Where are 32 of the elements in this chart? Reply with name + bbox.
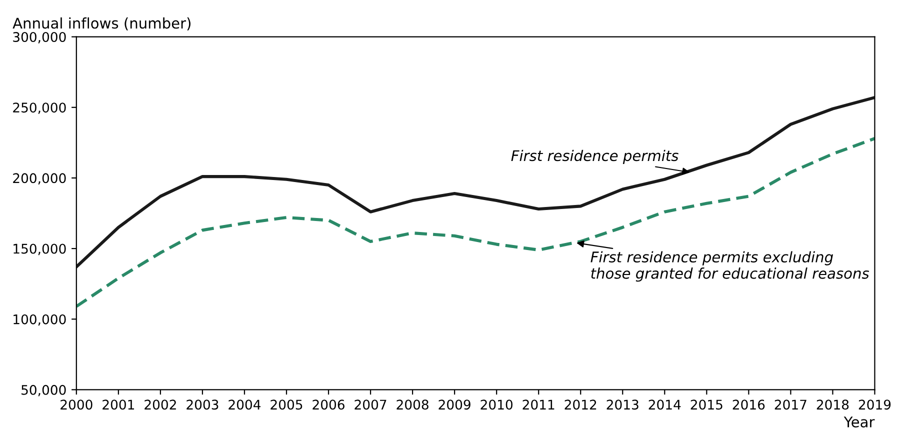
x-tick-label: 2018 (816, 400, 849, 410)
y-tick-label: 150,000 (14, 244, 66, 256)
x-tick-label: 2009 (438, 400, 470, 410)
x-tick-label: 2007 (354, 400, 386, 410)
annotation: First residence permits (511, 150, 678, 164)
x-tick-label: 2003 (186, 400, 218, 410)
y-tick-label: 100,000 (14, 314, 66, 326)
x-tick-label: 2001 (102, 400, 134, 410)
y-tick-label: 50,000 (22, 384, 66, 396)
annotation: First residence permits excluding those granted for educational reasons (590, 251, 870, 282)
x-tick-label: 2002 (144, 400, 176, 410)
y-tick-label: 250,000 (13, 102, 66, 114)
x-tick-label: 2019 (858, 400, 891, 410)
x-tick-label: 2016 (732, 400, 765, 410)
y-tick-label: 200,000 (13, 173, 66, 185)
x-tick-label: 2006 (312, 400, 344, 410)
x-tick-label: 2015 (690, 400, 722, 410)
x-tick-label: 2017 (774, 400, 806, 410)
x-tick-label: 2010 (480, 400, 512, 410)
line-series (76, 96, 875, 268)
x-tick-label: 2011 (522, 400, 554, 410)
x-tick-label: 2012 (564, 400, 596, 410)
y-tick-label: 300,000 (13, 32, 66, 44)
x-tick-label: 2005 (270, 400, 302, 410)
x-tick-label: 2004 (228, 400, 261, 410)
x-tick-label: 2008 (396, 400, 428, 410)
line-series (76, 136, 875, 308)
x-tick-label: 2000 (60, 400, 92, 410)
y-axis-title: Annual inflows (number) (12, 17, 190, 30)
x-tick-label: 2013 (606, 400, 638, 410)
x-axis-title: Year (844, 416, 875, 428)
x-tick-label: 2014 (648, 400, 681, 410)
